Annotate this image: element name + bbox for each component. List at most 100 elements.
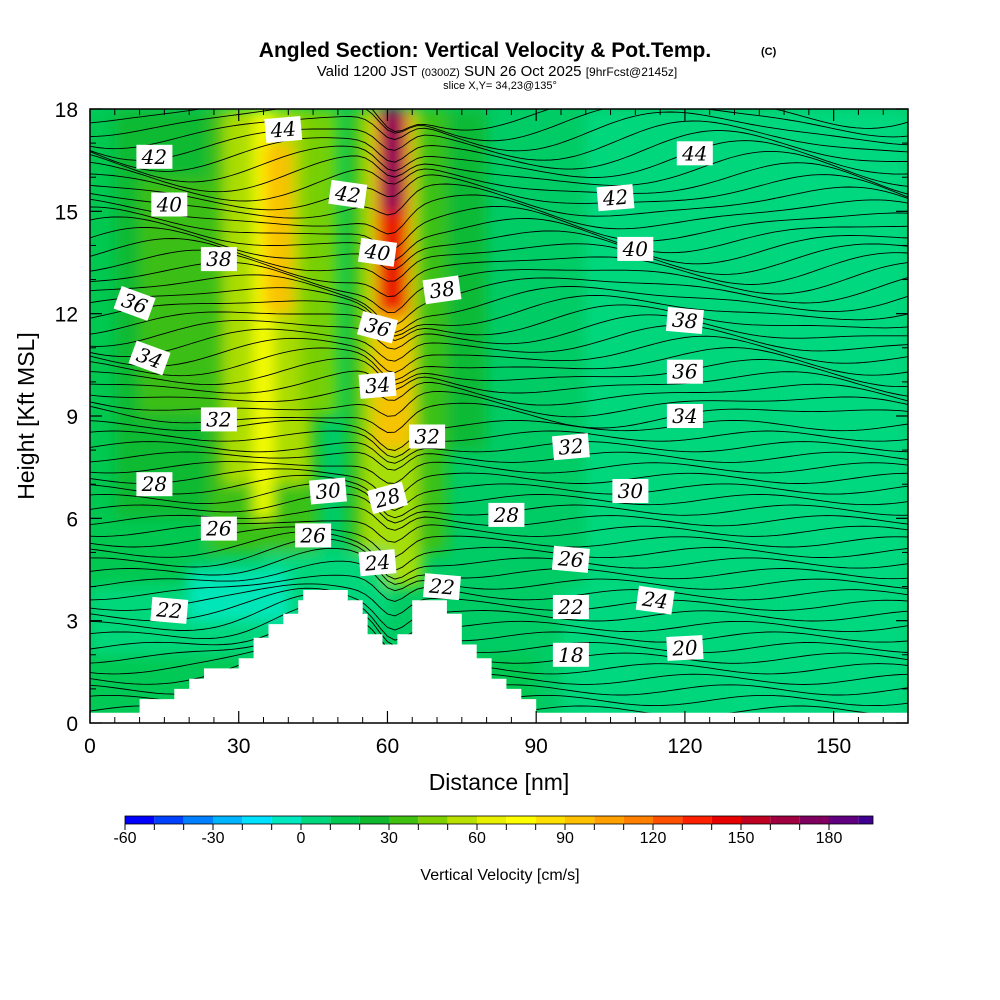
x-tick-label: 60 (376, 735, 399, 758)
theta-contour-line (90, 593, 908, 641)
theta-label: 38 (422, 275, 462, 305)
theta-label: 32 (200, 407, 237, 432)
theta-label-box (367, 481, 408, 515)
theta-label: 26 (200, 516, 237, 541)
plot-area (90, 109, 908, 723)
theta-contour-line (90, 111, 908, 152)
theta-contour-line (90, 194, 908, 235)
y-tick-label: 12 (55, 304, 78, 327)
velocity-cell (382, 109, 403, 212)
theta-label: 44 (264, 115, 303, 144)
theta-label: 30 (612, 479, 649, 503)
colorbar-swatch (535, 816, 565, 824)
colorbar-swatch (653, 816, 683, 824)
theta-label: 32 (551, 433, 590, 461)
theta-label: 26 (551, 545, 590, 573)
theta-contour-line (90, 587, 908, 631)
theta-label-box (552, 595, 589, 619)
theta-label: 22 (423, 573, 461, 601)
colorbar-swatch (359, 816, 389, 824)
theta-contour-line (90, 547, 908, 585)
x-tick-label: 30 (227, 735, 250, 758)
theta-label-value: 32 (206, 407, 231, 431)
theta-label-box (358, 371, 397, 399)
theta-label: 42 (328, 179, 368, 209)
colorbar-swatch (770, 816, 800, 824)
theta-contour-line (90, 314, 908, 350)
colorbar-tick-label: 30 (380, 830, 398, 847)
theta-label-box (136, 144, 173, 169)
theta-label: 40 (358, 237, 397, 267)
colorbar-swatch (242, 816, 272, 824)
theta-contour-line (90, 109, 908, 142)
theta-label: 34 (666, 404, 703, 428)
theta-label-box (151, 192, 188, 217)
theta-contour-line (90, 602, 908, 647)
theta-contour-line (90, 226, 908, 271)
colorbar-swatch (829, 816, 859, 824)
theta-label-box (666, 359, 703, 384)
chart-subtitle: Valid 1200 JST (0300Z) SUN 26 Oct 2025 [… (317, 63, 678, 80)
theta-contour-line (90, 370, 908, 397)
theta-contour-line (90, 304, 908, 341)
theta-label-value: 32 (414, 425, 439, 449)
theta-label-box (328, 179, 368, 209)
colorbar-swatch (301, 816, 331, 824)
theta-label-value: 30 (618, 479, 644, 503)
colorbar-swatch (799, 816, 829, 824)
colorbar-swatch (154, 816, 184, 824)
theta-contour-line (90, 430, 908, 458)
theta-label-box (551, 433, 590, 461)
theta-label-value: 26 (205, 517, 232, 541)
y-tick-label: 18 (55, 99, 78, 122)
theta-contour-line (90, 614, 908, 654)
x-tick-label: 150 (816, 735, 851, 758)
theta-label-value: 22 (427, 573, 455, 599)
x-tick-label: 0 (84, 735, 96, 758)
theta-label: 32 (409, 424, 446, 449)
theta-label: 40 (151, 192, 188, 217)
theta-label-value: 44 (269, 116, 297, 142)
colorbar-swatch (271, 816, 301, 824)
theta-contour-line (90, 451, 908, 471)
theta-label-box (264, 115, 303, 144)
colorbar-tick-label: 60 (468, 830, 486, 847)
theta-label-value: 42 (333, 181, 363, 208)
theta-label-box (666, 404, 703, 428)
colorbar-swatch (594, 816, 624, 824)
theta-label: 26 (295, 523, 332, 548)
theta-label: 22 (150, 596, 189, 624)
theta-label-box (665, 306, 704, 335)
velocity-cell (263, 143, 294, 314)
colorbar-tick-label: -60 (113, 830, 136, 847)
colorbar-swatch (711, 816, 741, 824)
colorbar-frame (124, 815, 874, 825)
theta-label-value: 34 (672, 404, 697, 428)
colorbar-swatch (506, 816, 536, 824)
velocity-cell (189, 569, 289, 621)
theta-contour-line (90, 560, 908, 592)
theta-label-value: 42 (601, 185, 629, 211)
theta-contour-line (90, 474, 908, 511)
theta-label: 28 (136, 472, 173, 497)
theta-label-value: 40 (622, 237, 649, 261)
chart-title: Angled Section: Vertical Velocity & Pot.… (259, 39, 711, 62)
y-tick-label: 3 (66, 611, 78, 634)
y-tick-label: 6 (66, 508, 78, 531)
velocity-cell (298, 109, 338, 416)
subtitle-utc: (0300Z) (421, 67, 460, 79)
x-tick-label: 120 (667, 735, 702, 758)
colorbar-swatch (183, 816, 213, 824)
colorbar-tick-label: 150 (728, 830, 755, 847)
theta-label-value: 22 (155, 597, 183, 623)
theta-contour-line (90, 574, 908, 602)
theta-label: 20 (666, 635, 704, 661)
theta-label-value: 40 (362, 239, 392, 266)
subtitle-fcst: [9hrFcst@2145z] (586, 65, 678, 79)
theta-label: 42 (596, 184, 635, 212)
theta-contour-line (90, 628, 908, 664)
theta-label-box (612, 479, 649, 503)
theta-label: 38 (200, 247, 237, 272)
